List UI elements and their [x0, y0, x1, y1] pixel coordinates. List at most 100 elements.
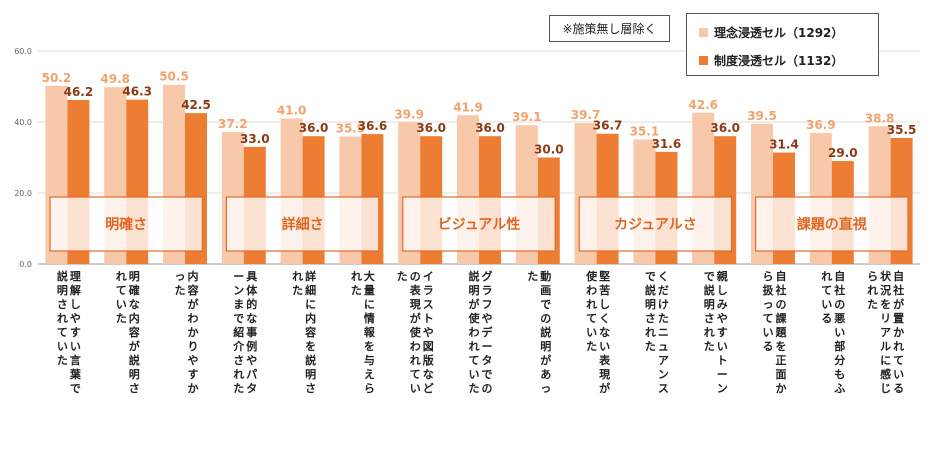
value-label: 50.5 — [159, 70, 189, 84]
category-label-char: さ — [129, 382, 140, 395]
category-label-char: 感 — [880, 367, 891, 381]
category-label-char: ま — [233, 298, 244, 311]
category-label-char: 明 — [469, 284, 480, 297]
value-label: 50.2 — [42, 71, 72, 85]
category-label-char: な — [599, 326, 610, 339]
category-label-char: 情 — [364, 311, 375, 325]
value-label: 35.5 — [887, 123, 917, 137]
category-label-char: 解 — [70, 283, 81, 297]
category-label-char: す — [70, 326, 81, 339]
category-label-char: 自 — [893, 269, 904, 283]
category-label-char: 内 — [188, 269, 199, 283]
category-label-char: 報 — [364, 325, 376, 339]
category-label-char: リ — [880, 312, 891, 325]
legend-item-series-1: 理念浸透セル（1292） — [699, 24, 843, 41]
category-label-char: て — [763, 312, 774, 325]
category-label-char: タ — [482, 354, 493, 367]
category-label-char: れ — [233, 368, 244, 381]
category-label-char: い — [893, 368, 904, 381]
category-label-char: 明 — [129, 270, 140, 283]
legend-item-series-2: 制度浸透セル（1132） — [699, 52, 843, 69]
category-label-char: に — [880, 354, 891, 367]
category-label-char: 使 — [409, 325, 422, 339]
value-label: 37.2 — [218, 117, 248, 131]
category-label-char: 表 — [598, 353, 611, 367]
category-label-char: れ — [821, 270, 832, 283]
category-label-char: ー — [482, 340, 493, 353]
category-label-char: だ — [658, 284, 669, 297]
category-label-char: や — [423, 326, 434, 339]
value-label: 36.0 — [299, 121, 329, 135]
category-label-char: を — [305, 340, 316, 353]
value-label: 35.9 — [336, 122, 366, 136]
category-label-char: も — [834, 368, 845, 381]
category-label-char: 現 — [410, 298, 421, 311]
category-label-char: を — [364, 340, 375, 353]
category-label-char: タ — [246, 382, 257, 395]
category-label-char: の — [776, 298, 787, 311]
category-label-char: で — [540, 298, 551, 311]
category-label-char: て — [116, 284, 127, 297]
category-label-char: に — [364, 298, 375, 311]
category-label-char: 明 — [540, 340, 551, 353]
group-label: カジュアルさ — [614, 217, 697, 233]
category-label-char: ン — [658, 368, 669, 381]
value-label: 31.4 — [769, 138, 799, 152]
value-label: 36.0 — [710, 121, 740, 135]
group-box-1 — [49, 196, 203, 252]
category-label-char: 理 — [70, 270, 81, 283]
category-label-char: い — [57, 340, 68, 353]
category-label-char: け — [658, 298, 669, 311]
y-tick-label: 60.0 — [14, 47, 32, 56]
category-label-char: い — [821, 298, 832, 311]
value-label: 39.5 — [747, 109, 777, 123]
group-box-3 — [402, 196, 556, 252]
category-label-char: れ — [292, 270, 303, 283]
category-label-char: や — [717, 312, 728, 325]
category-label-char: じ — [880, 382, 891, 395]
category-label-char: 容 — [187, 283, 199, 297]
category-label-char: 内 — [129, 311, 140, 325]
value-label: 33.0 — [240, 132, 270, 146]
category-label-char: や — [482, 312, 493, 325]
category-label-char: さ — [704, 312, 715, 325]
category-label-char: イ — [423, 270, 434, 283]
value-label: 39.1 — [512, 110, 542, 124]
category-label-char: 説 — [645, 283, 656, 297]
category-label-char: 確 — [129, 283, 140, 297]
category-label-char: で — [482, 368, 493, 381]
category-label-char: 与 — [364, 354, 375, 367]
note-box: ※施策無し層除く — [549, 15, 670, 42]
category-label-char: が — [893, 297, 904, 311]
category-label-char: 使 — [585, 269, 598, 283]
category-label-char: る — [821, 312, 832, 325]
category-label-char: な — [423, 368, 434, 381]
category-label-char: ト — [717, 354, 728, 367]
category-label-char: 葉 — [69, 367, 82, 381]
category-label-char: あ — [540, 368, 551, 381]
category-label-char: て — [586, 312, 597, 325]
category-label-char: 扱 — [763, 283, 775, 297]
category-label-char: の — [540, 312, 551, 325]
category-label-char: い — [586, 326, 597, 339]
category-label-char: 内 — [305, 311, 316, 325]
category-label-char: れ — [57, 312, 68, 325]
category-label-char: る — [893, 382, 904, 395]
value-label: 39.9 — [394, 107, 424, 121]
category-label-char: れ — [645, 326, 656, 339]
category-label-char: っ — [175, 270, 186, 283]
category-label-char: か — [188, 382, 199, 395]
category-label-char: 況 — [880, 283, 891, 297]
category-label-char: ー — [233, 270, 244, 283]
category-label-char: 説 — [57, 269, 68, 283]
group-label: ビジュアル性 — [438, 216, 521, 233]
category-label-char: た — [704, 340, 715, 353]
category-label-char: れ — [351, 270, 362, 283]
category-label-char: 体 — [246, 283, 258, 297]
y-tick-label: 20.0 — [14, 189, 32, 198]
category-label-char: 明 — [645, 298, 656, 311]
group-box-5 — [754, 196, 909, 252]
category-label-char: フ — [482, 298, 493, 311]
category-label-char: ニ — [658, 326, 669, 339]
